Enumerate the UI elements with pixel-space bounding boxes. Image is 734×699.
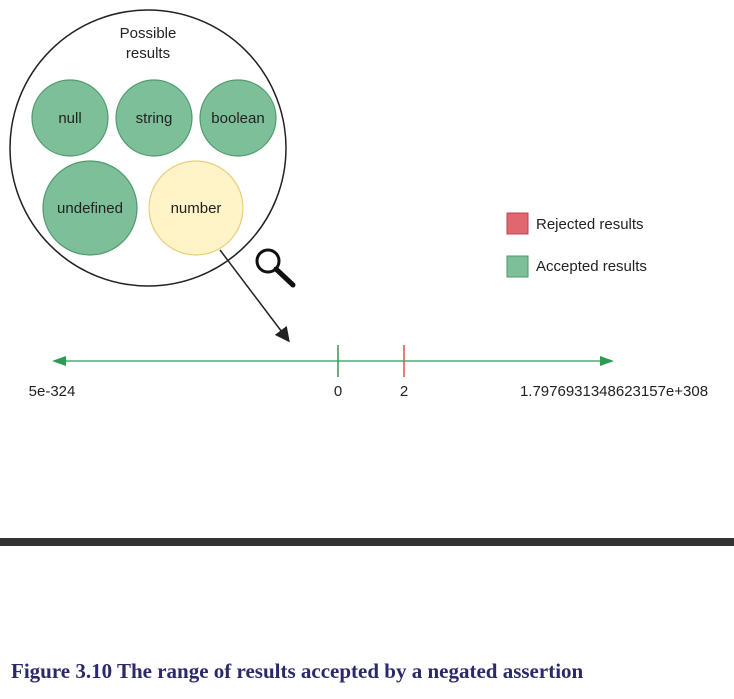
legend-accepted-swatch: [506, 255, 529, 278]
legend: Rejected results Accepted results: [506, 212, 647, 278]
type-undefined-bubble: [42, 160, 138, 256]
type-null: null: [31, 79, 109, 157]
type-boolean: boolean: [199, 79, 277, 157]
type-undefined-label: undefined: [57, 200, 123, 217]
type-string: string: [115, 79, 193, 157]
figure-caption: Figure 3.10 The range of results accepte…: [11, 659, 584, 683]
tick-label-two: 2: [400, 383, 408, 400]
possible-results-title-line2: results: [126, 45, 170, 62]
possible-results-title-line1: Possible: [120, 25, 177, 42]
type-boolean-bubble: [199, 79, 277, 157]
number-line-max-label: 1.7976931348623157e+308: [520, 383, 708, 400]
possible-results-set: Possible results null string boolean und…: [9, 9, 287, 287]
type-number: number: [148, 160, 244, 256]
magnifier-icon: [255, 248, 296, 288]
number-line-min-label: 5e-324: [29, 383, 76, 400]
number-line: 5e-324 0 2 1.7976931348623157e+308: [29, 345, 708, 400]
type-boolean-label: boolean: [211, 110, 264, 127]
type-number-bubble: [148, 160, 244, 256]
type-number-label: number: [171, 200, 222, 217]
number-line-right-arrow: [600, 356, 614, 366]
number-line-left-arrow: [52, 356, 66, 366]
legend-rejected-label: Rejected results: [536, 216, 644, 233]
legend-rejected-swatch: [506, 212, 529, 235]
zoom-arrow: [219, 249, 290, 343]
section-divider: [0, 538, 734, 546]
negated-assertion-diagram: Possible results null string boolean und…: [9, 9, 708, 400]
type-null-bubble: [31, 79, 109, 157]
tick-label-zero: 0: [334, 383, 342, 400]
type-string-label: string: [136, 110, 173, 127]
legend-accepted-label: Accepted results: [536, 258, 647, 275]
type-undefined: undefined: [42, 160, 138, 256]
type-null-label: null: [58, 110, 81, 127]
type-string-bubble: [115, 79, 193, 157]
